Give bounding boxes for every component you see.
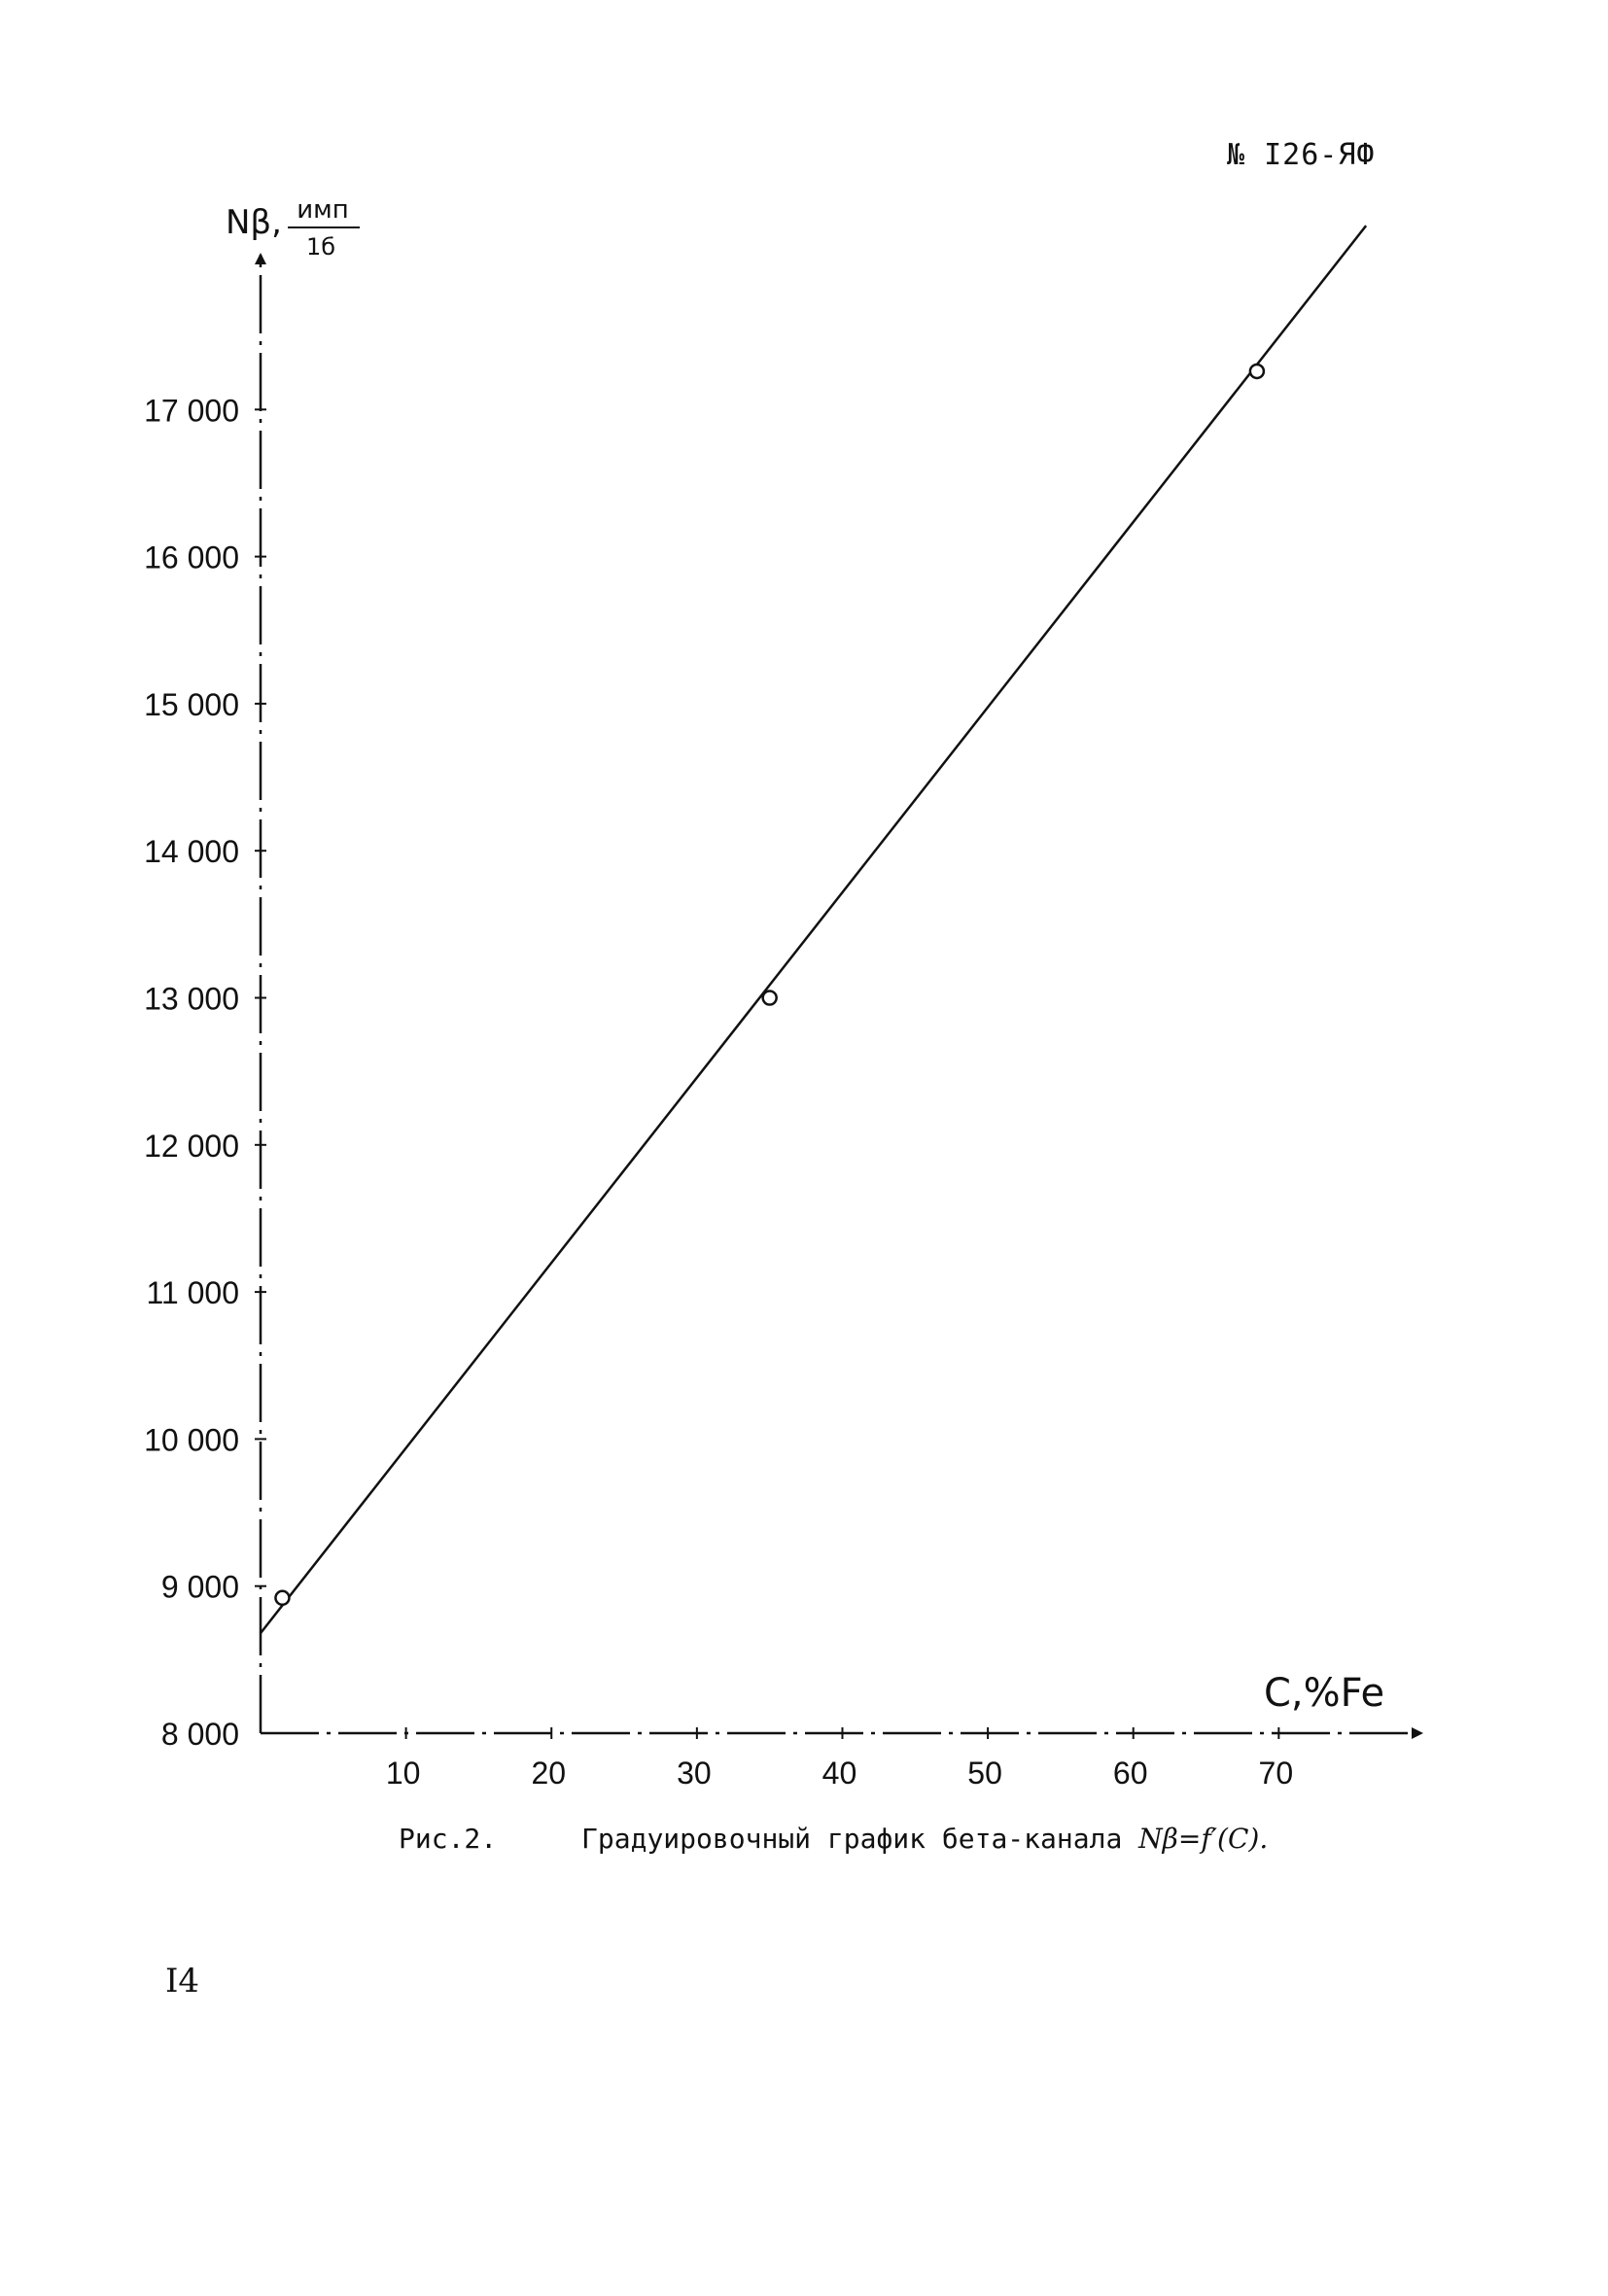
x-tick-label: 30: [677, 1756, 712, 1791]
axis-labels: Nβ, имп 1б C,%Fe: [226, 195, 1384, 1716]
x-axis-label: C,%Fe: [1264, 1671, 1384, 1716]
caption-figure-label: Рис.2.: [399, 1823, 498, 1855]
y-axis-unit-denominator: 1б: [306, 233, 335, 261]
x-tick-label: 70: [1259, 1756, 1294, 1791]
y-tick-label: 10 000: [144, 1422, 239, 1457]
y-tick-label: 15 000: [144, 687, 239, 722]
y-tick-label: 14 000: [144, 834, 239, 869]
y-tick-label: 8 000: [161, 1717, 239, 1752]
y-tick-label: 9 000: [161, 1570, 239, 1605]
y-axis-label: Nβ,: [226, 203, 282, 242]
caption-formula: Nβ=f′(C).: [1138, 1823, 1269, 1855]
figure-caption: Рис.2. Градуировочный график бета-канала…: [399, 1823, 1268, 1855]
x-tick-label: 20: [531, 1756, 566, 1791]
x-tick-label: 40: [822, 1756, 857, 1791]
caption-text: Градуировочный график бета-канала: [581, 1823, 1123, 1855]
y-axis-unit-numerator: имп: [297, 195, 349, 225]
y-tick-label: 16 000: [144, 540, 239, 575]
document-number: № I26-ЯФ: [1227, 138, 1376, 172]
y-tick-label: 11 000: [147, 1275, 240, 1310]
data-series: [260, 225, 1368, 1634]
data-point: [761, 990, 778, 1006]
axes: [255, 253, 1423, 1739]
x-tick-label: 10: [386, 1756, 421, 1791]
x-tick-label: 50: [967, 1756, 1002, 1791]
y-tick-label: 12 000: [144, 1129, 239, 1164]
y-tick-label: 17 000: [144, 393, 239, 428]
x-tick-label: 60: [1113, 1756, 1148, 1791]
data-point: [1248, 363, 1266, 380]
ticks: 8 000 9 000 10 000 11 000 12 000 13 000 14 000…: [144, 393, 1293, 1791]
page-number: I4: [165, 1962, 200, 2000]
y-tick-label: 13 000: [144, 982, 239, 1017]
data-point: [274, 1589, 291, 1607]
calibration-line: [260, 225, 1368, 1634]
